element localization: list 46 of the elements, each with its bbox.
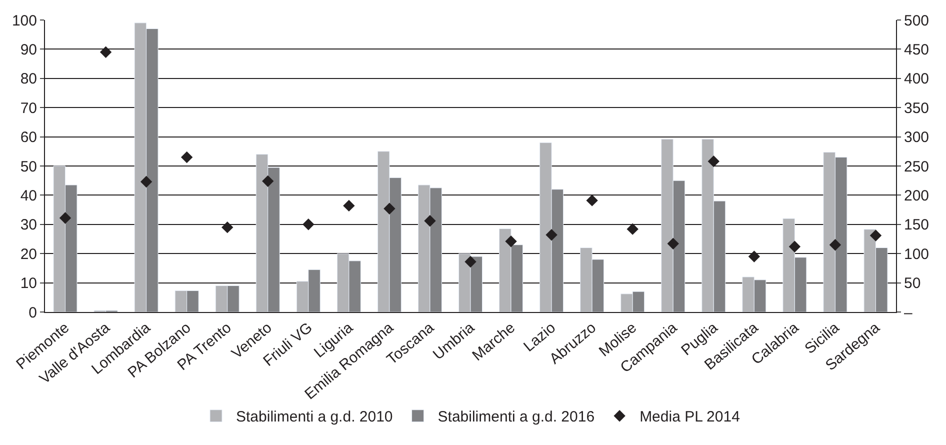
legend-label: Stabilimenti a g.d. 2010 [236,408,393,426]
y-tick-label: 90 [20,41,37,58]
point [100,46,112,58]
y-tick-label: 0 [28,304,37,322]
point [870,230,882,242]
y-tick-label: 10 [20,275,37,292]
y2-tick-label: 500 [904,12,930,30]
y2-tick-label: 100 [904,246,930,263]
y-tick-label: 40 [20,187,37,204]
y2-tick-label: 450 [904,41,930,58]
point [424,215,436,227]
point [59,212,72,224]
point [829,238,842,251]
point [586,194,598,206]
point [343,200,355,212]
y2-tick-label: 150 [904,216,930,234]
point [262,175,274,188]
point [180,151,193,164]
point [708,155,720,168]
point [626,223,638,235]
y-tick-label: 60 [20,129,37,146]
point [222,221,234,234]
y-tick-label: 20 [20,246,37,263]
y-tick-label: 80 [20,70,37,88]
point [505,235,517,248]
y2-tick-label: 300 [904,129,930,146]
y2-tick-label: 400 [904,70,930,88]
y-tick-label: 70 [20,100,37,117]
y-tick-label: 100 [12,12,37,30]
point [788,240,801,252]
point [464,256,476,268]
point [748,250,760,262]
legend-label: Stabilimenti a g.d. 2016 [438,408,595,426]
y-tick-label: 30 [20,216,37,234]
point [302,218,314,230]
y-tick-label: 50 [20,158,37,176]
point [667,238,679,250]
point [384,202,396,214]
point [140,176,152,188]
y2-tick-label: 250 [904,158,930,176]
y2-tick-label: 350 [904,100,930,117]
y2-tick-label: 50 [904,275,921,292]
y2-tick-label: – [904,304,913,322]
y2-tick-label: 200 [904,187,930,204]
legend-label: Media PL 2014 [640,408,740,426]
point [546,229,558,241]
